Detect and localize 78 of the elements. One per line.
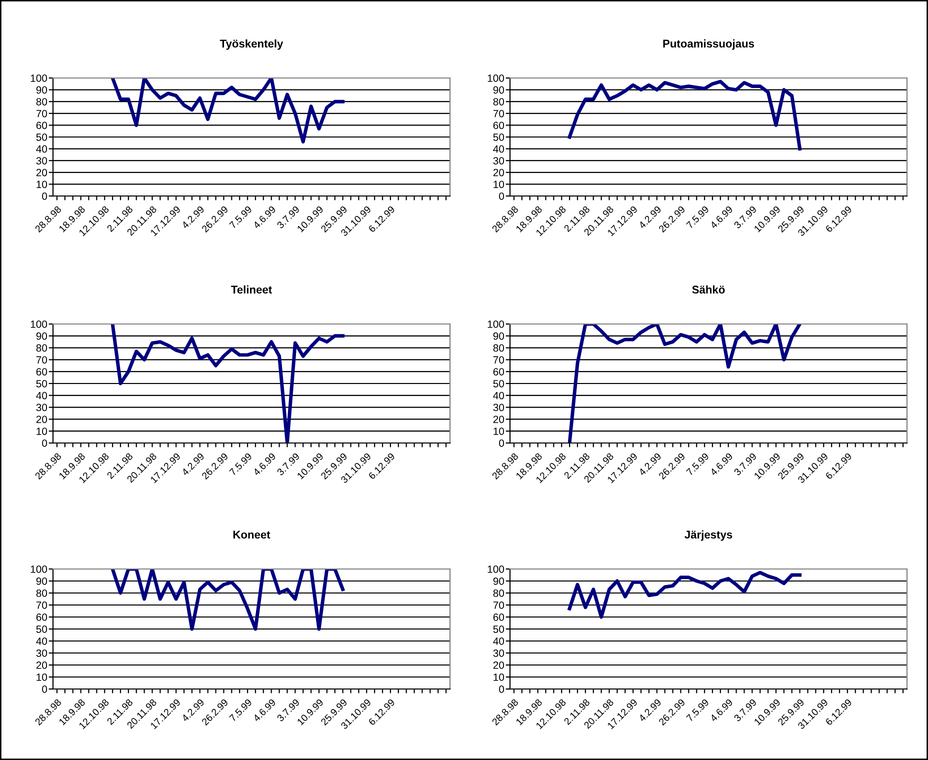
y-tick-label: 90 [36,578,48,585]
y-tick-label: 0 [42,440,48,447]
y-tick-label: 40 [36,392,48,400]
y-tick-label: 20 [493,662,504,669]
y-tick-label: 100 [488,566,504,573]
y-tick-label: 50 [493,380,504,388]
y-tick-label: 90 [493,578,504,585]
y-tick-label: 100 [30,566,48,573]
y-tick-label: 70 [36,356,48,364]
chart-title: Putoamissuojaus [663,39,754,50]
y-tick-label: 40 [493,638,504,645]
y-tick-label: 70 [493,110,504,118]
y-tick-label: 0 [42,686,48,693]
y-tick-label: 60 [36,614,48,621]
line-series [110,78,345,144]
y-tick-label: 20 [36,168,48,176]
y-tick-label: 20 [493,416,504,424]
y-tick-label: 30 [36,650,48,657]
y-tick-label: 50 [36,134,48,141]
line-series [568,570,802,619]
chart-title: Sähkö [692,285,725,294]
line-series [110,324,345,443]
y-tick-label: 20 [36,662,48,669]
y-tick-label: 60 [36,368,48,376]
y-tick-label: 80 [493,98,504,106]
chart-title: Työskentely [220,39,284,50]
y-tick-label: 100 [488,74,504,82]
y-tick-label: 90 [493,86,504,94]
y-tick-label: 60 [493,122,504,130]
y-tick-label: 50 [493,626,504,633]
y-tick-label: 0 [499,686,504,693]
chart-title: Koneet [233,530,270,539]
line-series [110,569,345,631]
y-tick-label: 50 [493,134,504,141]
y-tick-label: 60 [493,368,504,376]
y-tick-label: 50 [36,626,48,633]
y-tick-label: 0 [499,440,504,447]
y-tick-label: 80 [36,98,48,106]
y-tick-label: 20 [36,416,48,424]
y-tick-label: 70 [493,356,504,364]
y-tick-label: 80 [493,590,504,597]
y-tick-label: 50 [36,380,48,388]
y-tick-label: 70 [36,110,48,118]
y-tick-label: 10 [36,674,48,681]
y-tick-label: 40 [493,145,504,153]
y-tick-label: 90 [36,332,48,340]
y-tick-label: 100 [30,320,48,328]
y-tick-label: 10 [36,428,48,435]
y-tick-label: 90 [36,86,48,94]
y-tick-label: 30 [36,404,48,412]
y-tick-label: 30 [493,404,504,412]
chart-title: Telineet [231,285,272,294]
y-tick-label: 40 [36,145,48,153]
y-tick-label: 80 [493,344,504,352]
line-series [568,80,802,151]
y-tick-label: 100 [488,320,504,328]
y-tick-label: 90 [493,332,504,340]
y-tick-label: 30 [36,157,48,164]
y-tick-label: 0 [499,192,504,200]
y-tick-label: 10 [494,428,504,435]
y-tick-label: 70 [36,602,48,609]
y-tick-label: 30 [493,157,504,164]
y-tick-label: 80 [36,590,48,597]
y-tick-label: 10 [36,180,48,188]
y-tick-label: 0 [42,192,48,200]
y-tick-label: 100 [30,74,48,82]
y-tick-label: 60 [493,614,504,621]
y-tick-label: 20 [493,168,504,176]
y-tick-label: 10 [494,674,504,681]
chart-title: Järjestys [684,530,732,541]
y-tick-label: 80 [36,344,48,352]
y-tick-label: 70 [493,602,504,609]
y-tick-label: 40 [36,638,48,645]
line-series [568,324,802,443]
y-tick-label: 10 [494,180,504,188]
y-tick-label: 40 [493,392,504,400]
y-tick-label: 30 [493,650,504,657]
y-tick-label: 60 [36,122,48,130]
